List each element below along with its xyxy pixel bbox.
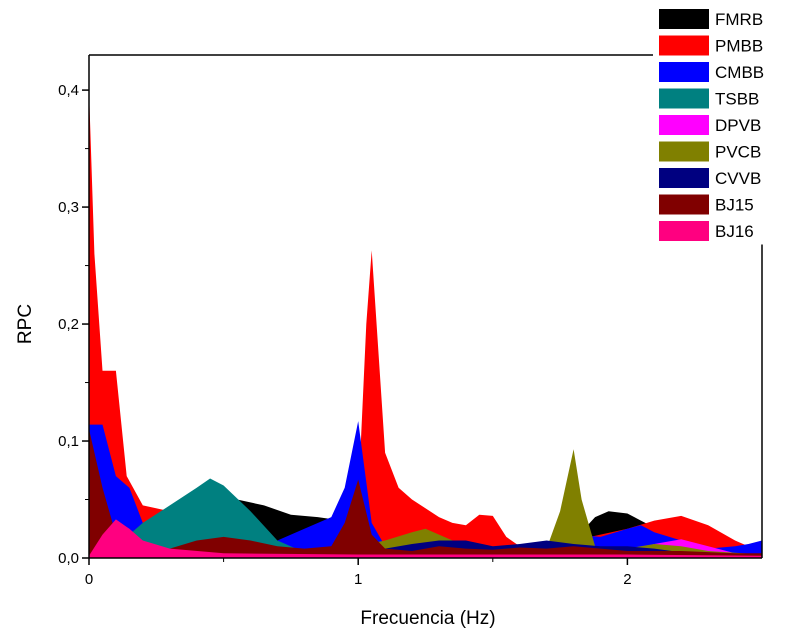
x-tick-label: 1 [354,571,362,588]
legend-swatch-bj16 [659,221,709,241]
legend-swatch-tsbb [659,88,709,109]
legend-label-tsbb: TSBB [715,90,759,109]
legend-swatch-fmrb [659,9,709,29]
x-axis-ticks: 0 1 2 [85,558,632,588]
legend-label-pvcb: PVCB [715,143,761,162]
legend-swatch-cmbb [659,62,709,82]
legend-label-bj16: BJ16 [715,222,754,241]
y-tick-label: 0,1 [58,433,79,450]
y-tick-label: 0,0 [58,550,79,567]
legend-label-dpvb: DPVB [715,116,761,135]
legend-swatch-dpvb [659,115,709,135]
legend-label-bj15: BJ15 [715,196,754,215]
y-tick-label: 0,4 [58,82,79,99]
series-area-pmbb [89,90,762,558]
legend: FMRB PMBB CMBB TSBB DPVB PVCB CVVB BJ15 BJ16 [653,4,785,245]
series-area-tsbb [89,478,762,558]
x-tick-label: 0 [85,571,93,588]
legend-swatch-pmbb [659,35,709,56]
x-axis-title: Frecuencia (Hz) [360,608,495,629]
plot-areas [89,90,762,558]
legend-swatch-bj15 [659,194,709,215]
y-tick-label: 0,3 [58,199,79,216]
y-axis-title: RPC [15,304,36,344]
legend-label-pmbb: PMBB [715,37,763,56]
y-axis-ticks: 0,0 0,1 0,2 0,3 0,4 [58,82,89,567]
y-tick-label: 0,2 [58,316,79,333]
legend-label-cmbb: CMBB [715,63,764,82]
axes [88,54,763,559]
legend-label-fmrb: FMRB [715,10,763,29]
series-area-bj16 [89,519,762,558]
series-area-pvcb [89,449,762,558]
legend-label-cvvb: CVVB [715,169,761,188]
x-tick-label: 2 [623,571,631,588]
legend-swatch-cvvb [659,168,709,188]
legend-swatch-pvcb [659,141,709,162]
